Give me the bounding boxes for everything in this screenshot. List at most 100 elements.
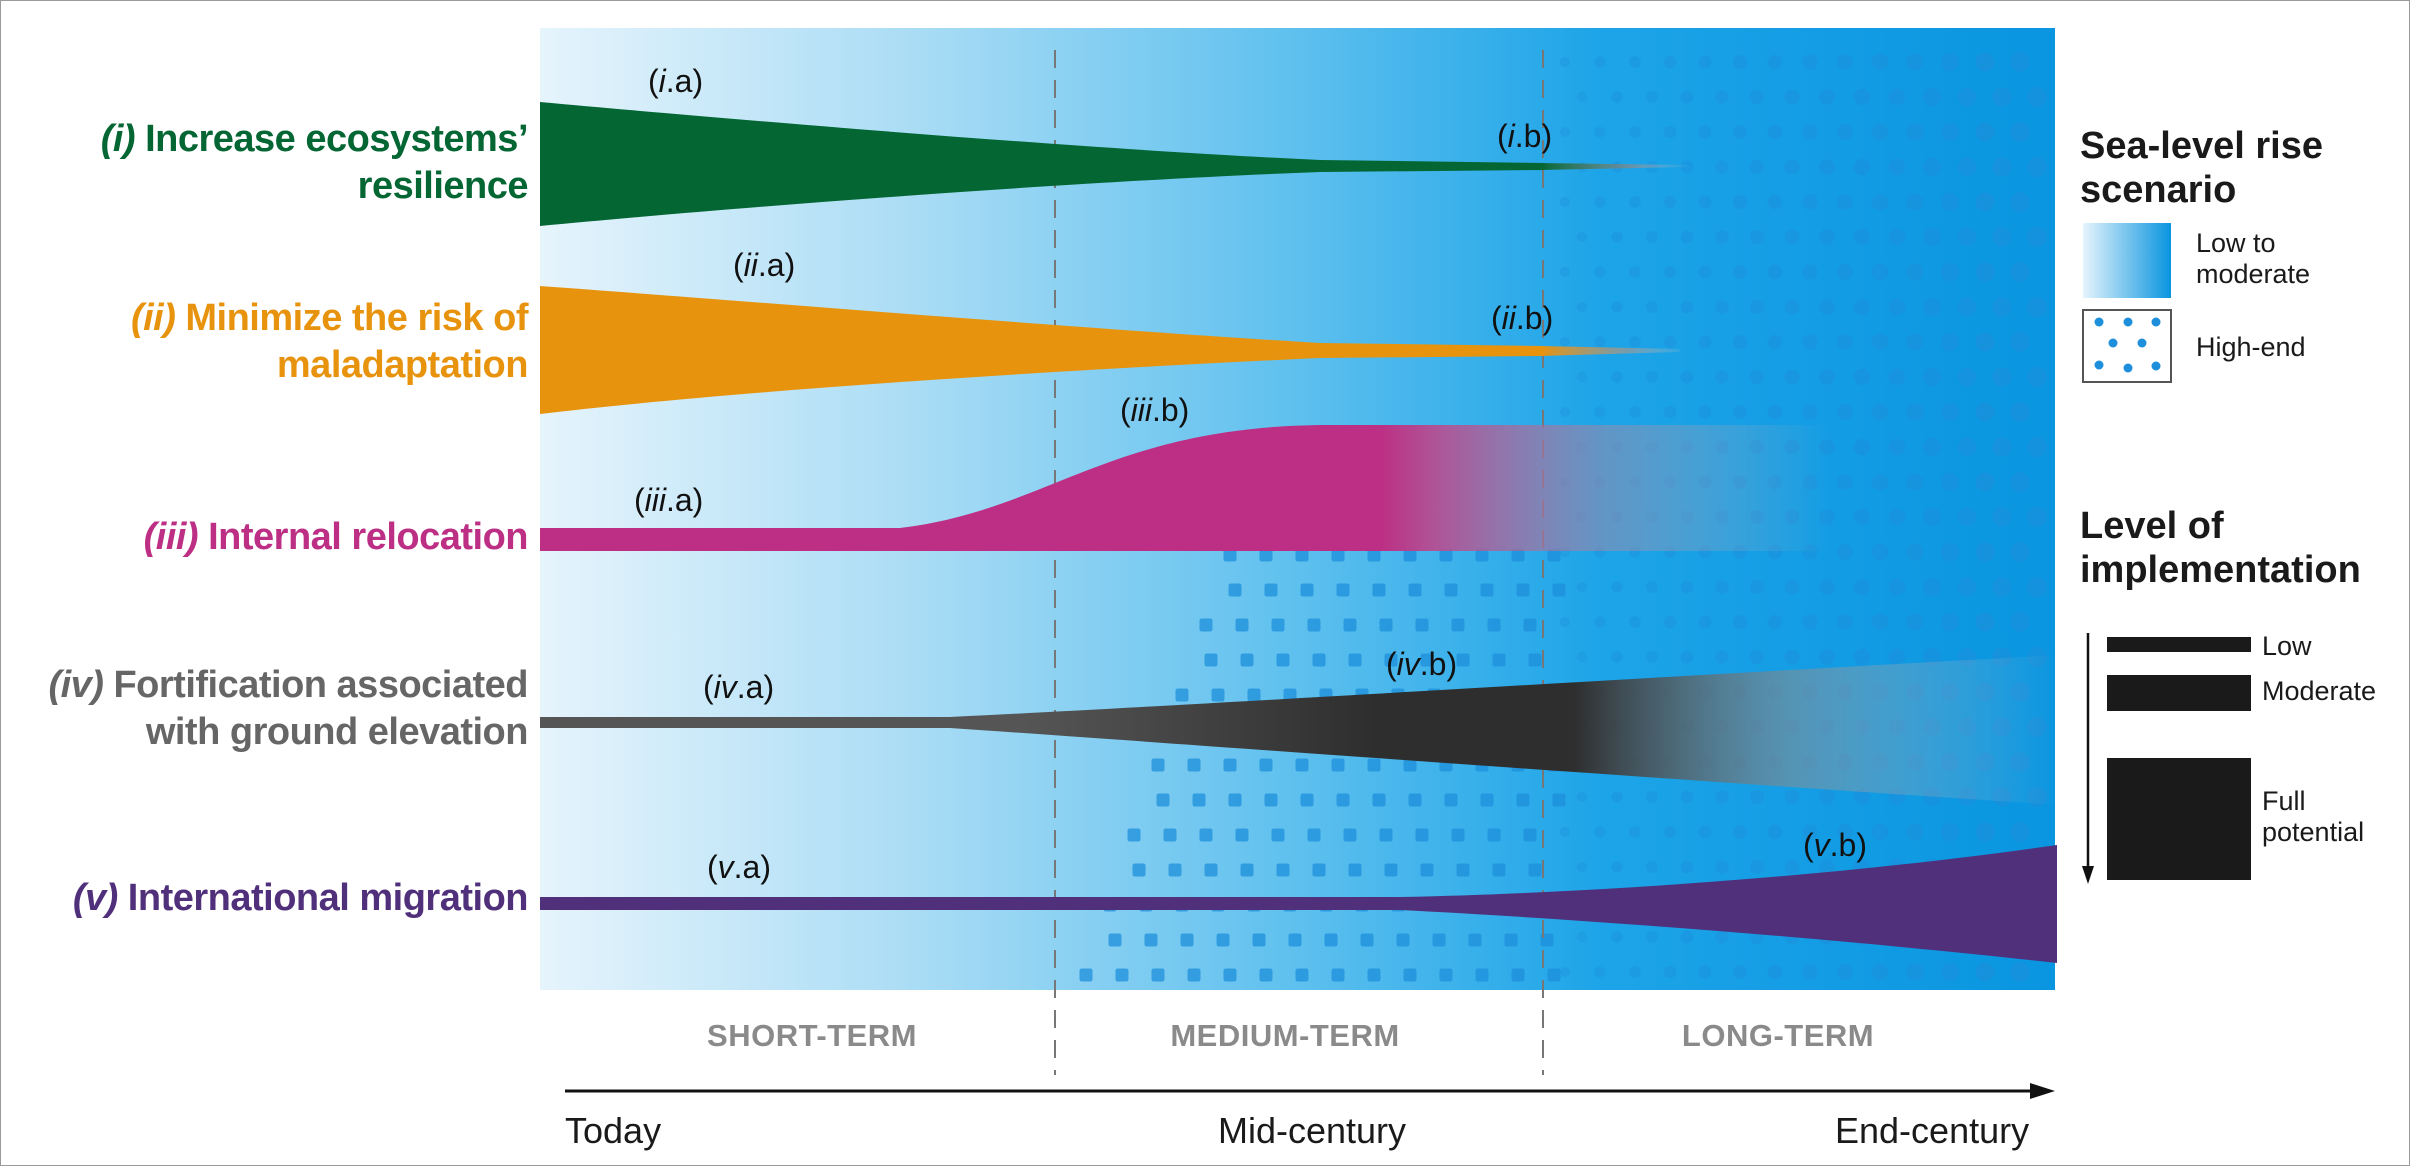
high-end-dot — [1223, 758, 1237, 772]
high-end-dot — [1733, 195, 1747, 209]
high-end-dot — [2010, 262, 2030, 282]
legend-implementation-title-line1: Level of — [2080, 505, 2224, 547]
high-end-dot — [1906, 193, 1924, 211]
high-end-dot — [1204, 653, 1218, 667]
high-end-dot — [1906, 123, 1924, 141]
high-end-dot — [1187, 968, 1201, 982]
high-end-dot — [1784, 299, 1800, 315]
band-iv — [540, 655, 2060, 805]
high-end-dot — [1240, 863, 1254, 877]
row-label-i-line2: resilience — [357, 165, 529, 207]
row-label-i-number: (i) — [100, 118, 136, 160]
high-end-dot — [1975, 612, 1995, 632]
row-label-ii-line2: maladaptation — [276, 344, 529, 386]
high-end-dot — [1629, 266, 1641, 278]
high-end-dot — [1784, 789, 1800, 805]
high-end-dot — [1837, 194, 1853, 210]
label-v-b-roman: v — [1814, 827, 1832, 863]
high-end-dot — [1733, 405, 1747, 419]
implementation-arrowhead — [2082, 866, 2094, 884]
high-end-dot — [1906, 823, 1924, 841]
high-end-dot — [1715, 930, 1729, 944]
legend-low-moderate-line1: Low to — [2196, 228, 2276, 258]
high-end-dot — [1559, 196, 1571, 208]
high-end-dot — [1259, 758, 1273, 772]
high-end-dot — [1336, 793, 1350, 807]
high-end-dot — [1132, 863, 1146, 877]
high-end-dot — [1992, 507, 2012, 527]
row-label-v-number: (v) — [72, 877, 118, 919]
high-end-dot — [1576, 651, 1588, 663]
high-end-dot — [1559, 56, 1571, 68]
high-end-dot — [1871, 333, 1889, 351]
row-label-ii-line1: (ii) Minimize the risk of — [131, 295, 529, 342]
label-v-b-suffix: .b — [1830, 827, 1857, 863]
legend-scenario-title: Sea-level rise scenario — [2080, 124, 2323, 212]
high-end-dot — [1749, 159, 1765, 175]
high-end-dot — [1559, 966, 1571, 978]
high-end-dot — [1300, 583, 1314, 597]
high-end-dot — [1480, 583, 1494, 597]
high-end-dot — [1784, 229, 1800, 245]
band-ii-fade — [1540, 346, 1680, 356]
high-end-dot — [1837, 614, 1853, 630]
high-end-dot — [1767, 194, 1783, 210]
high-end-dot — [1324, 933, 1338, 947]
label-iv-a-suffix: .a — [737, 669, 764, 705]
high-end-dot — [1594, 196, 1606, 208]
high-end-dot — [1715, 650, 1729, 664]
band-i — [540, 102, 1545, 226]
high-end-dot — [1516, 583, 1530, 597]
high-end-dot — [1559, 266, 1571, 278]
high-end-dot — [1923, 88, 1941, 106]
high-end-dot — [1192, 793, 1206, 807]
high-end-dot — [1923, 298, 1941, 316]
high-end-dot — [1975, 262, 1995, 282]
band-iii — [540, 425, 1385, 551]
label-i-a-suffix: .a — [666, 63, 693, 99]
high-end-dot — [1837, 124, 1853, 140]
high-end-dot — [2010, 962, 2030, 982]
high-end-dot — [1940, 262, 1960, 282]
high-end-dot — [1396, 933, 1410, 947]
high-end-dot — [1343, 618, 1357, 632]
high-end-dot — [1923, 508, 1941, 526]
high-end-dot — [1698, 335, 1712, 349]
high-end-dot — [1480, 793, 1494, 807]
high-end-dot — [2027, 367, 2047, 387]
high-end-dot — [1343, 828, 1357, 842]
legend-impl-moderate-label: Moderate — [2262, 676, 2377, 706]
high-end-dot — [1992, 157, 2012, 177]
high-end-dot — [1906, 613, 1924, 631]
high-end-dot — [1923, 438, 1941, 456]
high-end-dot — [1888, 368, 1906, 386]
high-end-dot — [1151, 968, 1165, 982]
high-end-dot — [1504, 933, 1518, 947]
high-end-dot — [1348, 653, 1362, 667]
high-end-dot — [2010, 822, 2030, 842]
high-end-dot — [1611, 371, 1623, 383]
label-ii-a: (ii.a) — [733, 247, 795, 283]
high-end-dot — [1923, 158, 1941, 176]
high-end-dot — [1576, 791, 1588, 803]
high-end-dot — [1749, 369, 1765, 385]
high-end-dot — [1547, 968, 1561, 982]
high-end-dot — [1360, 933, 1374, 947]
high-end-dot — [1175, 688, 1189, 702]
high-end-dot — [1594, 406, 1606, 418]
row-label-i-text1: Increase ecosystems’ — [145, 118, 528, 160]
legend-low-moderate-swatch — [2083, 223, 2171, 298]
high-end-dot — [2027, 507, 2047, 527]
high-end-dot — [1906, 963, 1924, 981]
high-end-dot — [1216, 933, 1230, 947]
high-end-dot — [1629, 406, 1641, 418]
high-end-dot — [1888, 508, 1906, 526]
high-end-dot — [1853, 578, 1871, 596]
high-end-dot — [1733, 265, 1747, 279]
high-end-dot — [1749, 89, 1765, 105]
row-label-iii-number: (iii) — [143, 516, 199, 558]
high-end-dot — [1331, 758, 1345, 772]
label-iii-a: (iii.a) — [634, 482, 703, 518]
high-end-dot — [1144, 933, 1158, 947]
